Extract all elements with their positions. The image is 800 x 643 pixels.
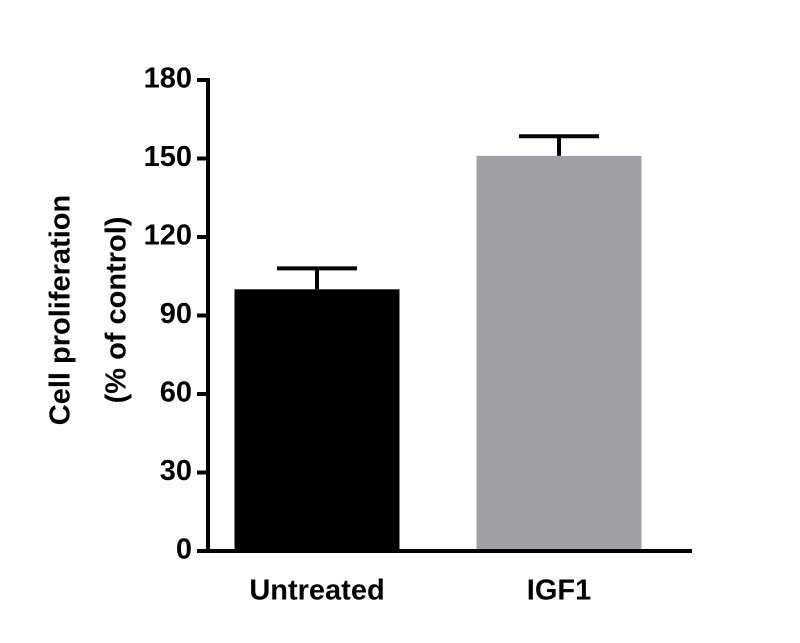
y-tick-label: 90 bbox=[160, 298, 192, 330]
x-tick-label: IGF1 bbox=[527, 575, 591, 607]
x-tick-label: Untreated bbox=[249, 575, 384, 607]
y-axis-label: (% of control) bbox=[101, 217, 133, 404]
y-tick-label: 120 bbox=[144, 220, 192, 252]
bar bbox=[234, 289, 400, 551]
y-tick-label: 0 bbox=[176, 534, 192, 566]
y-axis-label: Cell proliferation bbox=[45, 195, 77, 425]
y-tick-label: 60 bbox=[160, 377, 192, 409]
bar bbox=[476, 155, 642, 551]
y-tick-label: 150 bbox=[144, 141, 192, 173]
y-tick-label: 30 bbox=[160, 455, 192, 487]
y-tick-label: 180 bbox=[144, 63, 192, 95]
